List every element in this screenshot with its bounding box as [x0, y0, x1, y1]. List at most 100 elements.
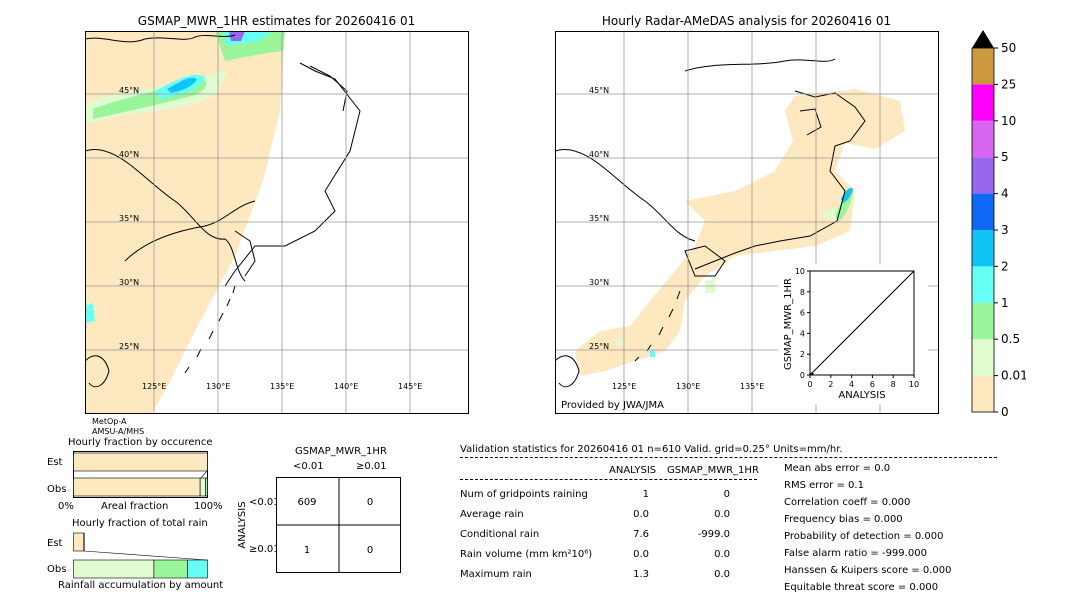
validation-row-analysis: 0.0 — [633, 549, 649, 560]
validation-row-label: Num of gridpoints raining — [460, 489, 588, 500]
contingency-col1: <0.01 — [293, 461, 324, 472]
score-line: Equitable threat score = 0.000 — [784, 582, 939, 593]
right-map-title: Hourly Radar-AMeDAS analysis for 2026041… — [601, 14, 892, 28]
score-line: Probability of detection = 0.000 — [784, 531, 944, 542]
contingency-col2: ≥0.01 — [356, 461, 387, 472]
validation-row-gsmap: 0.0 — [714, 569, 730, 580]
left-lat-label: 45°N — [119, 86, 139, 95]
validation-row-gsmap: 0.0 — [714, 509, 730, 520]
colorbar-extend-arrow — [972, 30, 994, 48]
right-lon-label: 130°E — [676, 382, 700, 391]
colorbar-label: 1 — [1001, 296, 1009, 310]
inset-xtick-label: 6 — [870, 380, 875, 389]
colorbar-swatch — [972, 193, 994, 230]
validation-col-gsmap: GSMAP_MWR_1HR — [667, 465, 759, 476]
total-rain-chart — [73, 532, 208, 579]
colorbar-swatch — [972, 266, 994, 303]
colorbar-swatch — [972, 375, 994, 412]
validation-row-label: Average rain — [460, 509, 524, 520]
inset-xtick-label: 10 — [909, 380, 919, 389]
right-lat-label: 30°N — [589, 278, 609, 287]
left-lat-label: 25°N — [119, 342, 139, 351]
contingency-cell: 0 — [367, 497, 373, 508]
colorbar-label: 5 — [1001, 150, 1009, 164]
left-map: 45°N 40°N 35°N 30°N 25°N 125°E 130°E 135… — [85, 31, 469, 414]
colorbar-swatch — [972, 157, 994, 194]
provider-credit: Provided by JWA/JMA — [561, 400, 664, 411]
contingency-row1: <0.01 — [249, 497, 280, 508]
colorbar-label: 25 — [1001, 77, 1016, 91]
right-lat-label: 40°N — [589, 150, 609, 159]
contingency-row-axis: ANALYSIS — [237, 501, 248, 548]
validation-row-label: Maximum rain — [460, 569, 532, 580]
satellite-label: MetOp-A — [92, 417, 127, 426]
right-lat-label: 25°N — [589, 342, 609, 351]
score-line: Correlation coeff = 0.000 — [784, 497, 911, 508]
inset-xtick-label: 2 — [828, 380, 833, 389]
contingency-cell: 0 — [367, 545, 373, 556]
validation-divider — [460, 457, 997, 458]
left-lat-label: 30°N — [119, 278, 139, 287]
inset-ytick-label: 6 — [800, 309, 805, 318]
left-lon-label: 130°E — [206, 382, 230, 391]
occurrence-est-label: Est — [47, 457, 63, 468]
inset-ytick-label: 0 — [800, 371, 805, 380]
occurrence-x-left: 0% — [58, 501, 74, 512]
validation-row-label: Rain volume (mm km²10⁶) — [460, 549, 593, 560]
validation-row-analysis: 1 — [642, 489, 649, 500]
inset-xtick-label: 8 — [891, 380, 896, 389]
validation-row-label: Conditional rain — [460, 529, 540, 540]
validation-row-analysis: 7.6 — [633, 529, 649, 540]
colorbar-label: 3 — [1001, 223, 1009, 237]
left-lon-label: 135°E — [270, 382, 294, 391]
inset-xtick-label: 4 — [849, 380, 854, 389]
colorbar-swatch — [972, 339, 994, 376]
left-lon-label: 140°E — [334, 382, 358, 391]
total-rain-connector — [83, 550, 208, 561]
left-lat-label: 40°N — [119, 150, 139, 159]
occurrence-x-right: 100% — [194, 501, 223, 512]
colorbar-label: 0.01 — [1001, 369, 1026, 383]
score-line: Mean abs error = 0.0 — [784, 463, 891, 474]
total-rain-est-label: Est — [47, 538, 63, 549]
occurrence-bar-segment — [73, 477, 201, 497]
colorbar-label: 0 — [1001, 405, 1009, 419]
contingency-grid: 609 0 1 0 — [276, 477, 401, 573]
score-line: False alarm ratio = -999.000 — [784, 548, 927, 559]
score-line: RMS error = 0.1 — [784, 480, 864, 491]
sensor-label: AMSU-A/MHS — [92, 427, 145, 436]
inset-ytick-label: 4 — [800, 329, 805, 338]
colorbar-label: 0.5 — [1001, 332, 1020, 346]
right-lon-label: 135°E — [740, 382, 764, 391]
occurrence-connector — [200, 470, 208, 479]
validation-row-gsmap: 0 — [723, 489, 730, 500]
occurrence-xlabel: Areal fraction — [101, 501, 169, 512]
right-lat-label: 45°N — [589, 86, 609, 95]
occurrence-bar-segment — [205, 477, 208, 497]
colorbar-label: 10 — [1001, 114, 1016, 128]
validation-subdivider — [460, 479, 757, 480]
inset-ytick-label: 2 — [800, 350, 805, 359]
colorbar-swatch — [972, 48, 994, 85]
colorbar-swatch — [972, 302, 994, 340]
contingency-cell: 609 — [297, 497, 316, 508]
svg-text:ANALYSIS: ANALYSIS — [237, 501, 248, 548]
total-rain-xlabel: Rainfall accumulation by amount — [58, 580, 224, 591]
occurrence-title: Hourly fraction by occurence — [68, 437, 213, 448]
total-rain-obs-label: Obs — [47, 564, 67, 575]
validation-col-analysis: ANALYSIS — [609, 465, 657, 476]
colorbar-label: 50 — [1001, 41, 1016, 55]
total-rain-bar-segment — [153, 559, 188, 579]
occurrence-obs-label: Obs — [47, 484, 67, 495]
left-lon-label: 145°E — [398, 382, 422, 391]
validation-row-analysis: 1.3 — [633, 569, 649, 580]
inset-ylabel: GSMAP_MWR_1HR — [783, 278, 794, 370]
right-lon-label: 125°E — [612, 382, 636, 391]
contingency-row2: ≥0.01 — [249, 544, 280, 555]
validation-row-gsmap: 0.0 — [714, 549, 730, 560]
right-map: 45°N 40°N 35°N 30°N 25°N 125°E 130°E 135… — [555, 31, 939, 414]
inset-xlabel: ANALYSIS — [838, 390, 885, 401]
total-rain-title: Hourly fraction of total rain — [72, 518, 208, 529]
colorbar: 0 0.01 0.5 1 2 3 4 5 10 25 50 — [971, 30, 1026, 419]
left-map-title: GSMAP_MWR_1HR estimates for 20260416 01 — [137, 14, 416, 28]
